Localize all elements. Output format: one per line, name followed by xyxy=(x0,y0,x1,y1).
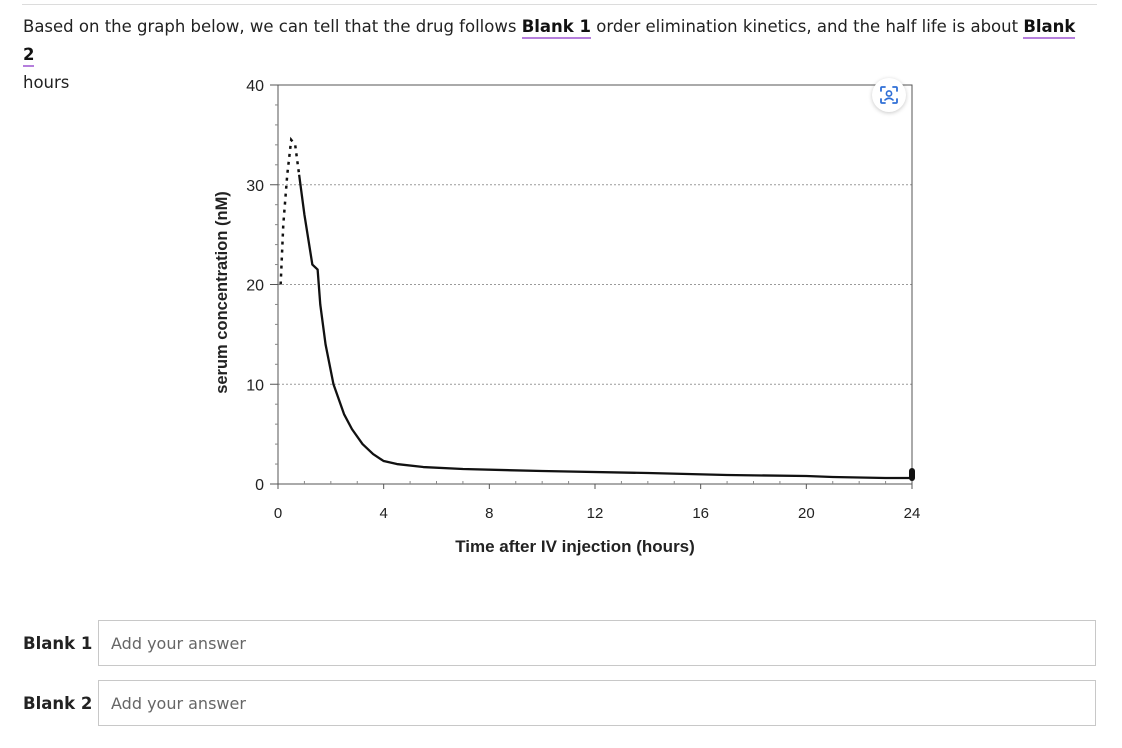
x-axis-label: Time after IV injection (hours) xyxy=(455,537,695,556)
y-tick-label-20: 20 xyxy=(246,278,264,295)
y-axis-label: serum concentration (nM) xyxy=(213,191,231,394)
question-part-2: order elimination kinetics, and the half… xyxy=(591,17,1024,36)
answer-row-blank-2: Blank 2 xyxy=(23,679,1096,727)
x-tick-label-0: 0 xyxy=(274,505,282,522)
scan-image-button[interactable] xyxy=(872,78,906,112)
x-tick-label-16: 16 xyxy=(692,505,709,522)
blank-1-label: Blank 1 xyxy=(23,633,93,653)
x-tick-label-4: 4 xyxy=(379,505,387,522)
blank-1-input[interactable] xyxy=(98,620,1096,666)
concentration-time-chart: 0 10 20 30 40 0 4 8 12 16 20 24 Time after IV inject… xyxy=(213,78,920,556)
y-tick-label-10: 10 xyxy=(246,377,264,394)
x-tick-label-24: 24 xyxy=(904,505,920,522)
y-tick-label-0: 0 xyxy=(255,477,264,494)
question-part-3: hours xyxy=(23,73,70,92)
x-tick-label-20: 20 xyxy=(798,505,815,522)
decay-curve-line xyxy=(297,174,912,480)
question-part-1: Based on the graph below, we can tell th… xyxy=(23,17,522,36)
blank-2-label: Blank 2 xyxy=(23,693,93,713)
end-marker xyxy=(909,468,915,482)
y-tick-label-40: 40 xyxy=(246,78,264,95)
x-tick-label-8: 8 xyxy=(485,505,493,522)
blank-1-reference[interactable]: Blank 1 xyxy=(521,17,591,39)
answer-row-blank-1: Blank 1 xyxy=(23,619,1096,667)
blank-2-input[interactable] xyxy=(98,680,1096,726)
y-tick-label-30: 30 xyxy=(246,178,264,195)
top-divider xyxy=(22,4,1097,5)
x-tick-label-12: 12 xyxy=(587,505,604,522)
chart: 0 10 20 30 40 0 4 8 12 16 20 24 Time after IV inject… xyxy=(200,70,920,570)
blank-2-reference[interactable]: Blank 2 xyxy=(23,17,1076,67)
question-text: Based on the graph below, we can tell th… xyxy=(23,13,1083,97)
scan-image-icon xyxy=(880,86,898,104)
dashed-peak-line xyxy=(279,136,301,285)
